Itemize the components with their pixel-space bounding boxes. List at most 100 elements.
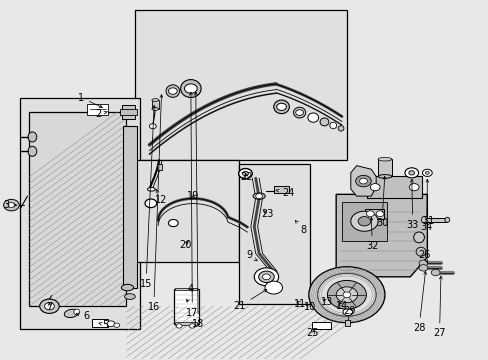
Ellipse shape <box>307 113 318 122</box>
Circle shape <box>404 168 418 178</box>
Text: 25: 25 <box>306 328 318 338</box>
Text: 20: 20 <box>179 239 191 249</box>
Bar <box>87 104 108 115</box>
Bar <box>274 186 288 193</box>
Ellipse shape <box>147 188 155 191</box>
Bar <box>311 321 330 329</box>
Circle shape <box>418 260 427 266</box>
Text: 8: 8 <box>295 220 305 235</box>
Text: 21: 21 <box>233 289 266 311</box>
Circle shape <box>335 287 357 303</box>
Ellipse shape <box>152 99 158 102</box>
Circle shape <box>418 265 427 271</box>
Circle shape <box>369 184 379 191</box>
Circle shape <box>184 84 197 93</box>
Bar <box>29 112 126 306</box>
Ellipse shape <box>252 193 264 199</box>
Circle shape <box>149 124 156 129</box>
Bar <box>122 126 137 288</box>
Circle shape <box>366 211 373 217</box>
Text: 30: 30 <box>375 176 387 228</box>
Ellipse shape <box>337 126 343 131</box>
Circle shape <box>189 324 195 328</box>
Circle shape <box>262 274 270 280</box>
Circle shape <box>357 217 370 226</box>
Circle shape <box>238 168 252 179</box>
Circle shape <box>425 171 428 174</box>
Circle shape <box>145 199 157 208</box>
Text: 16: 16 <box>147 95 163 312</box>
Ellipse shape <box>152 108 158 111</box>
Bar <box>157 163 161 170</box>
Text: 13: 13 <box>321 297 333 307</box>
Ellipse shape <box>293 107 305 118</box>
Circle shape <box>317 273 375 316</box>
Circle shape <box>258 271 274 283</box>
Text: 28: 28 <box>412 271 426 333</box>
Text: 3: 3 <box>3 200 17 210</box>
Ellipse shape <box>320 118 328 126</box>
Circle shape <box>350 211 377 231</box>
Ellipse shape <box>377 157 391 161</box>
Text: 23: 23 <box>261 209 274 219</box>
Bar <box>377 159 391 176</box>
Circle shape <box>308 267 384 323</box>
Circle shape <box>254 268 278 286</box>
Circle shape <box>107 321 115 327</box>
Polygon shape <box>335 194 427 277</box>
Text: 24: 24 <box>276 188 294 198</box>
Circle shape <box>327 280 366 309</box>
Text: 14: 14 <box>335 301 347 311</box>
Bar <box>135 160 238 262</box>
Text: 19: 19 <box>187 191 199 201</box>
Ellipse shape <box>180 80 201 98</box>
Circle shape <box>342 309 352 316</box>
Circle shape <box>114 323 120 327</box>
Ellipse shape <box>64 309 79 318</box>
Text: 18: 18 <box>192 92 204 329</box>
Text: 31: 31 <box>422 216 434 226</box>
Polygon shape <box>366 176 422 198</box>
Text: 12: 12 <box>155 189 167 205</box>
Bar <box>20 98 140 329</box>
Circle shape <box>264 281 282 294</box>
Ellipse shape <box>273 100 289 114</box>
Text: 26: 26 <box>418 250 430 263</box>
Text: 32: 32 <box>366 217 378 251</box>
Circle shape <box>342 292 350 298</box>
Circle shape <box>8 203 15 208</box>
Ellipse shape <box>124 294 135 300</box>
Bar <box>175 322 196 325</box>
Text: 11: 11 <box>294 299 306 309</box>
Text: 34: 34 <box>420 179 432 231</box>
Text: 17: 17 <box>186 92 198 318</box>
Text: 33: 33 <box>406 179 418 230</box>
Text: 4: 4 <box>186 284 194 302</box>
Text: 27: 27 <box>432 276 445 338</box>
Circle shape <box>168 220 178 226</box>
Ellipse shape <box>329 122 336 129</box>
Bar <box>345 320 349 325</box>
Text: 1: 1 <box>78 93 102 108</box>
Text: 15: 15 <box>140 105 155 289</box>
Circle shape <box>44 303 54 310</box>
Bar <box>152 100 158 109</box>
Circle shape <box>255 194 262 199</box>
Ellipse shape <box>74 309 80 315</box>
Circle shape <box>40 299 59 314</box>
Ellipse shape <box>377 175 391 178</box>
Text: 2: 2 <box>95 109 107 119</box>
Circle shape <box>3 199 19 211</box>
Text: 10: 10 <box>304 302 316 312</box>
Bar <box>135 10 346 160</box>
Ellipse shape <box>421 217 426 223</box>
Circle shape <box>375 211 383 217</box>
Circle shape <box>168 88 177 94</box>
Bar <box>120 109 137 115</box>
Bar <box>341 202 386 241</box>
Text: 29: 29 <box>343 306 355 316</box>
Text: 5: 5 <box>99 320 108 330</box>
Text: 9: 9 <box>246 250 257 261</box>
Circle shape <box>359 178 366 184</box>
Bar <box>122 105 135 119</box>
